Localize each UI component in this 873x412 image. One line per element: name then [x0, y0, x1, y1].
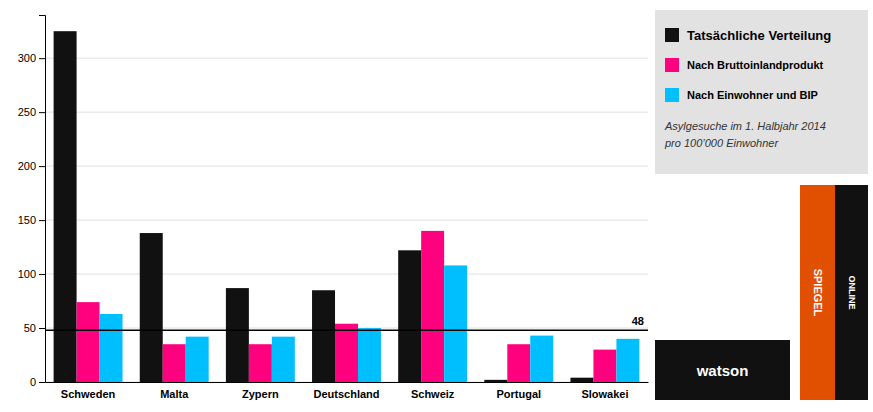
- logo-text: SPIEGEL: [812, 269, 824, 317]
- x-tick: Portugal: [496, 382, 541, 400]
- bar: [100, 314, 123, 382]
- logos: watson SPIEGEL ONLINE: [655, 185, 868, 400]
- chart: 0 50 100 150 200 250 300 48 Schweden Malta Zypern D…: [0, 0, 873, 412]
- x-tick: Slowakei: [581, 382, 628, 400]
- y-tick: 300: [18, 52, 45, 64]
- bar: [593, 350, 616, 382]
- y-tick: 0: [30, 376, 45, 388]
- x-axis: Schweden Malta Zypern Deutschland Schweiz Por…: [46, 382, 649, 400]
- x-tick-label: Deutschland: [313, 388, 379, 400]
- bar: [421, 231, 444, 382]
- bar: [54, 31, 77, 382]
- y-tick-label: 0: [30, 376, 36, 388]
- annotations: 48: [632, 315, 644, 327]
- y-tick-label: 200: [18, 160, 36, 172]
- grid: [45, 58, 648, 382]
- bar: [616, 339, 639, 382]
- legend-item: Nach Bruttoinlandprodukt: [665, 58, 824, 72]
- legend-background: [655, 10, 868, 174]
- y-tick-mark: [39, 274, 45, 275]
- bar: [226, 288, 249, 382]
- y-tick: 150: [18, 214, 45, 226]
- bar: [484, 380, 507, 382]
- bar: [444, 265, 467, 382]
- y-axis: 0 50 100 150 200 250 300: [18, 16, 46, 389]
- reference-label: 48: [632, 315, 644, 327]
- legend-label: Nach Einwohner und BIP: [687, 89, 818, 101]
- series: [77, 231, 617, 382]
- y-tick-label: 50: [24, 322, 36, 334]
- legend-item: Nach Einwohner und BIP: [665, 88, 818, 102]
- bar: [249, 344, 272, 382]
- grid-line: [45, 166, 648, 167]
- y-tick-mark: [39, 220, 45, 221]
- bar: [77, 302, 100, 382]
- logo-text: watson: [696, 362, 749, 379]
- y-tick-mark: [39, 328, 45, 329]
- x-tick: Zypern: [242, 382, 279, 400]
- bar: [530, 336, 553, 382]
- x-tick-label: Slowakei: [581, 388, 628, 400]
- x-tick: Malta: [160, 382, 189, 400]
- bar: [186, 337, 209, 382]
- bar: [163, 344, 186, 382]
- y-tick-label: 250: [18, 106, 36, 118]
- bar: [312, 290, 335, 382]
- legend-swatch: [665, 28, 679, 42]
- y-tick: 50: [24, 322, 45, 334]
- x-tick-label: Malta: [160, 388, 189, 400]
- y-tick-label: 300: [18, 52, 36, 64]
- marks: [45, 31, 648, 382]
- subtitle: pro 100’000 Einwohner: [664, 137, 779, 149]
- y-tick: 200: [18, 160, 45, 172]
- y-tick-label: 150: [18, 214, 36, 226]
- series: [54, 31, 594, 382]
- y-tick-mark: [39, 166, 45, 167]
- legend-label: Tatsächliche Verteilung: [687, 28, 831, 43]
- grid-line: [45, 274, 648, 275]
- y-tick: 250: [18, 106, 45, 118]
- y-tick: 100: [18, 268, 45, 280]
- grid-line: [45, 220, 648, 221]
- legend-item: Tatsächliche Verteilung: [665, 28, 831, 43]
- y-tick-label: 100: [18, 268, 36, 280]
- legend-label: Nach Bruttoinlandprodukt: [687, 59, 824, 71]
- bar: [570, 378, 593, 382]
- grid-line: [45, 58, 648, 59]
- x-tick-label: Portugal: [496, 388, 541, 400]
- reference-line: [45, 329, 648, 331]
- x-tick: Schweiz: [411, 382, 455, 400]
- x-tick-label: Zypern: [242, 388, 279, 400]
- y-axis-line: [39, 16, 46, 383]
- logo-box: [800, 185, 835, 400]
- x-tick-label: Schweiz: [411, 388, 455, 400]
- bar: [507, 344, 530, 382]
- bar: [335, 324, 358, 382]
- y-tick-mark: [39, 58, 45, 59]
- bar: [272, 337, 295, 382]
- plot: 0 50 100 150 200 250 300 48 Schweden Malta Zypern D…: [18, 16, 649, 400]
- grid-line: [45, 112, 648, 113]
- y-tick-mark: [39, 382, 45, 383]
- bar: [398, 250, 421, 382]
- x-axis-line: [46, 382, 649, 383]
- subtitle: Asylgesuche im 1. Halbjahr 2014: [664, 120, 826, 132]
- logo-text: ONLINE: [847, 275, 857, 309]
- x-tick: Deutschland: [313, 382, 379, 400]
- legend-swatch: [665, 88, 679, 102]
- series: [100, 265, 640, 382]
- logo-box: [655, 340, 790, 400]
- bar: [140, 233, 163, 382]
- y-tick-mark: [39, 112, 45, 113]
- logo-box: [835, 185, 868, 400]
- bar: [358, 328, 381, 382]
- legend-swatch: [665, 58, 679, 72]
- x-tick-label: Schweden: [61, 388, 116, 400]
- legend: Tatsächliche Verteilung Nach Bruttoinland…: [655, 10, 868, 174]
- x-tick: Schweden: [61, 382, 116, 400]
